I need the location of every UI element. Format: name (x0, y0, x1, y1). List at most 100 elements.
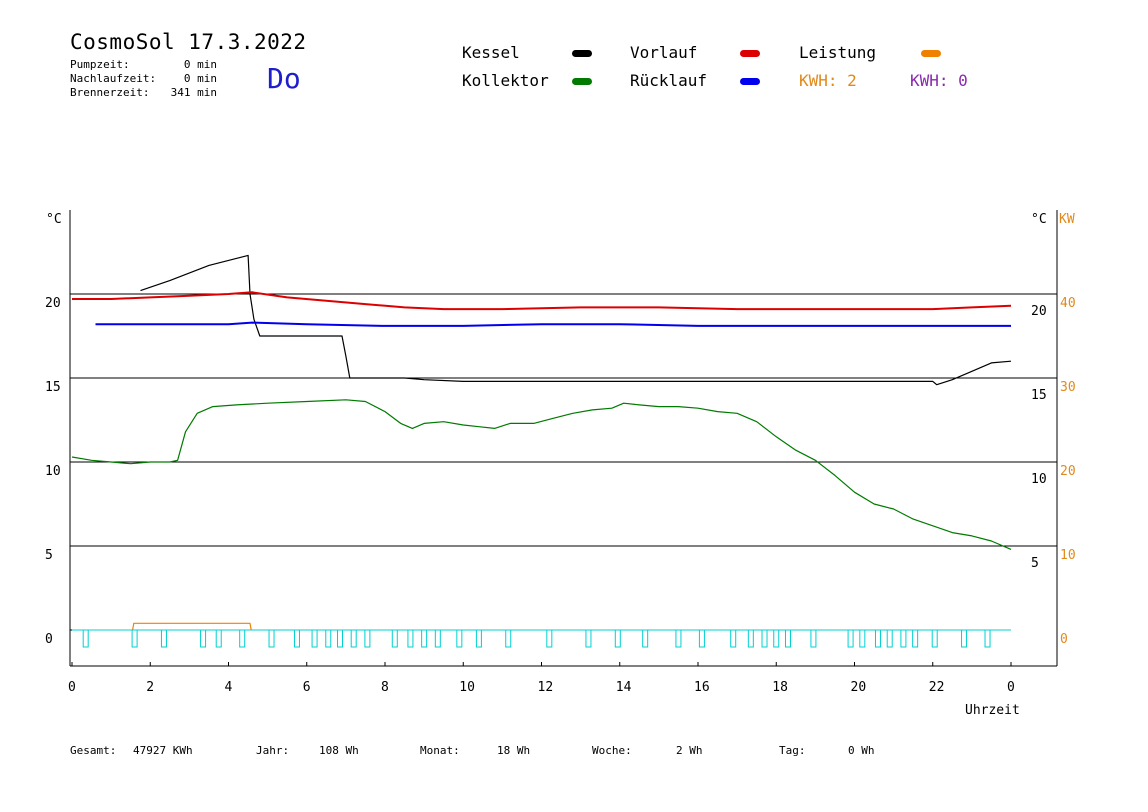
x-axis-tick-label: 6 (303, 680, 311, 695)
pump-pulse-mark (730, 629, 737, 648)
x-axis-tick-label: 8 (381, 680, 389, 695)
footer-day-label: Tag: (779, 744, 806, 757)
pump-pulse-mark (434, 629, 441, 648)
chart-title: CosmoSol 17.3.2022 (70, 30, 307, 54)
legend-leistung-swatch (921, 50, 941, 57)
right-axis-power-tick-label: 10 (1060, 548, 1076, 563)
right-axis-temp-tick-label: 20 (1031, 304, 1047, 319)
legend-ruecklauf-swatch (740, 78, 760, 85)
right-axis-power-tick-label: 0 (1060, 632, 1068, 647)
weekday-label: Do (267, 62, 301, 95)
pump-pulse-mark (421, 629, 428, 648)
right-axis-power-tick-label: 30 (1060, 380, 1076, 395)
x-axis-tick-label: 0 (1007, 680, 1015, 695)
x-axis-tick-label: 4 (225, 680, 233, 695)
pump-pulse-mark (984, 629, 991, 648)
series-line-kessel (140, 254, 1012, 386)
pump-pulse-mark (546, 629, 553, 648)
afterrun-time-label: Nachlaufzeit: (70, 72, 157, 85)
pump-pulse-mark (311, 629, 318, 648)
x-axis-tick-label: 22 (929, 680, 945, 695)
legend-kessel-swatch (572, 50, 592, 57)
pump-pulse-mark (961, 629, 968, 648)
pump-pulse-mark (912, 629, 919, 648)
right-axis-power-tick-label: 40 (1060, 296, 1076, 311)
pump-pulse-mark (160, 629, 167, 648)
x-axis-tick-label: 14 (616, 680, 632, 695)
footer-week-value: 2 Wh (676, 744, 703, 757)
footer-month-label: Monat: (420, 744, 460, 757)
left-axis-tick-label: 15 (45, 380, 61, 395)
pump-pulse-mark (407, 629, 414, 648)
footer-year-value: 108 Wh (319, 744, 359, 757)
pump-pulse-mark (239, 629, 246, 648)
series-line-kollektor (71, 399, 1012, 550)
series-line-vorlauf (72, 291, 1012, 311)
pump-pulse-mark (874, 629, 881, 648)
x-axis-tick-label: 18 (772, 680, 788, 695)
pump-pulse-mark (456, 629, 463, 648)
x-axis-tick-label: 20 (851, 680, 867, 695)
pump-pulse-mark (810, 629, 817, 648)
pump-pulse-mark (475, 629, 482, 648)
pump-pulse-mark (200, 629, 207, 648)
pump-pulse-mark (391, 629, 398, 648)
left-axis-tick-label: 0 (45, 632, 53, 647)
left-axis-tick-label: 10 (45, 464, 61, 479)
legend-vorlauf-swatch (740, 50, 760, 57)
legend-leistung-label: Leistung (799, 43, 877, 62)
pump-pulse-mark (325, 629, 332, 648)
footer-total-label: Gesamt: (70, 744, 117, 757)
footer-month-value: 18 Wh (497, 744, 531, 757)
left-axis-unit: °C (46, 212, 62, 227)
pump-pulse-mark (886, 629, 893, 648)
left-axis-tick-label: 20 (45, 296, 61, 311)
pump-pulse-mark (847, 629, 854, 648)
pump-pulse-mark (585, 629, 592, 648)
pump-pulse-mark (215, 629, 222, 648)
legend-kollektor-swatch (572, 78, 592, 85)
pump-pulse-mark (82, 629, 89, 648)
series-line-ruecklauf (95, 321, 1011, 327)
pump-time-label: Pumpzeit: (70, 58, 130, 71)
legend-kwh-solar: KWH: 2 (799, 71, 857, 90)
footer-day-value: 0 Wh (848, 744, 875, 757)
series-line-leistung (132, 622, 252, 631)
burner-time-value: 341 min (170, 86, 217, 99)
x-axis-tick-label: 16 (694, 680, 710, 695)
pump-pulse-mark (364, 629, 371, 648)
pump-pulse-mark (350, 629, 357, 648)
legend-ruecklauf-label: Rücklauf (630, 71, 708, 90)
x-axis-tick-label: 12 (538, 680, 554, 695)
right-axis-unit-power: KW (1059, 212, 1075, 227)
pump-pulse-mark (761, 629, 768, 648)
afterrun-time-value: 0 min (183, 72, 217, 85)
pump-pulse-mark (268, 629, 275, 648)
x-axis-tick-label: 0 (68, 680, 76, 695)
right-axis-unit-temp: °C (1031, 212, 1047, 227)
right-axis-temp-tick-label: 10 (1031, 472, 1047, 487)
footer-week-label: Woche: (592, 744, 632, 757)
pump-pulse-mark (773, 629, 780, 648)
pump-pulse-mark (784, 629, 791, 648)
pump-pulse-mark (747, 629, 754, 648)
pump-pulse-mark (642, 629, 649, 648)
pump-pulse-mark (931, 629, 938, 648)
x-axis-tick-label: 10 (459, 680, 475, 695)
x-axis-unit-label: Uhrzeit (965, 703, 1020, 718)
pump-pulse-mark (698, 629, 705, 648)
right-axis-temp-tick-label: 15 (1031, 388, 1047, 403)
pump-pulse-mark (505, 629, 512, 648)
pump-pulse-mark (293, 629, 300, 648)
footer-total-value: 47927 KWh (133, 744, 193, 757)
left-axis-tick-label: 5 (45, 548, 53, 563)
legend-kwh-other: KWH: 0 (910, 71, 968, 90)
pump-pulse-mark (337, 629, 344, 648)
legend-kollektor-label: Kollektor (462, 71, 549, 90)
pump-pulse-mark (859, 629, 866, 648)
pump-pulse-mark (131, 629, 138, 648)
pump-pulse-mark (900, 629, 907, 648)
burner-time-label: Brennerzeit: (70, 86, 150, 99)
pump-time-value: 0 min (183, 58, 217, 71)
